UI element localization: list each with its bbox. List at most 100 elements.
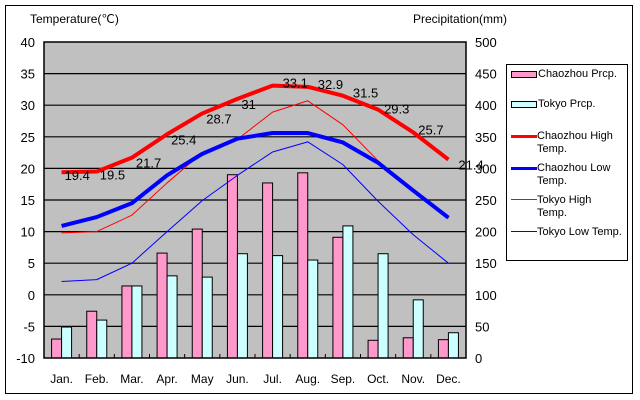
bar-chaozhou-prcp [437, 339, 449, 359]
left-tick-label: 35 [21, 67, 35, 82]
legend-swatch-line [511, 135, 537, 138]
data-label: 32.9 [318, 77, 343, 92]
legend: Chaozhou Prcp. Tokyo Prcp. Chaozhou High T… [506, 64, 628, 261]
month-label: Apr. [156, 372, 177, 386]
left-axis-title: Temperature(℃) [30, 12, 119, 26]
bar-chaozhou-prcp [226, 174, 238, 359]
right-tick-label: 200 [475, 225, 497, 240]
bar-tokyo-prcp [131, 285, 143, 359]
month-label: Oct. [367, 372, 389, 386]
right-tick-label: 500 [475, 35, 497, 50]
data-label: 31.5 [353, 86, 378, 101]
data-label: 21.4 [458, 158, 483, 173]
legend-label: Chaozhou Prcp. [538, 68, 617, 80]
bar-chaozhou-prcp [51, 338, 63, 359]
bar-tokyo-prcp [307, 259, 319, 359]
data-label: 19.5 [100, 168, 125, 183]
bar-chaozhou-prcp [402, 337, 414, 359]
month-label: Sep. [331, 372, 356, 386]
month-label: Jun. [226, 372, 249, 386]
bar-tokyo-prcp [342, 225, 354, 359]
month-label: May [191, 372, 214, 386]
left-tick-label: 15 [21, 193, 35, 208]
data-label: 25.7 [418, 122, 443, 137]
left-tick-label: 0 [28, 288, 35, 303]
right-tick-label: 450 [475, 67, 497, 82]
bar-chaozhou-prcp [332, 236, 344, 359]
right-axis-title: Precipitation(mm) [413, 12, 507, 26]
right-tick-label: 300 [475, 161, 497, 176]
bar-tokyo-prcp [377, 253, 389, 359]
left-tick-label: -5 [23, 319, 35, 334]
legend-swatch-line [511, 231, 537, 232]
right-tick-label: 150 [475, 256, 497, 271]
left-ticks: 40 35 30 25 20 15 10 5 0 -5 -10 [16, 35, 35, 366]
line-tokyo-low-temp [61, 141, 449, 283]
bar-tokyo-prcp [201, 276, 213, 359]
bar-tokyo-prcp [272, 255, 284, 359]
bar-tokyo-prcp [166, 275, 178, 359]
bar-chaozhou-prcp [156, 252, 168, 359]
data-label: 29.3 [384, 102, 409, 117]
bar-tokyo-prcp [61, 326, 73, 359]
legend-swatch-box [511, 101, 537, 108]
month-label: Jul. [263, 372, 282, 386]
right-tick-label: 250 [475, 193, 497, 208]
left-tick-label: -10 [16, 351, 35, 366]
bar-chaozhou-prcp [367, 339, 379, 359]
right-tick-label: 0 [475, 351, 482, 366]
bar-chaozhou-prcp [86, 310, 98, 359]
bar-chaozhou-prcp [191, 228, 203, 359]
legend-swatch-line [511, 199, 537, 200]
data-label: 28.7 [206, 111, 231, 126]
x-ticks [78, 354, 432, 358]
legend-item: Chaozhou Low Temp. [511, 162, 623, 188]
line-chaozhou-low-temp [61, 131, 450, 228]
month-label: Jan. [50, 372, 73, 386]
lines [61, 83, 450, 283]
legend-item: Chaozhou High Temp. [511, 130, 623, 156]
legend-swatch-box [511, 71, 537, 78]
month-label: Mar. [120, 372, 143, 386]
legend-label: Tokyo Prcp. [538, 98, 596, 110]
legend-item: Tokyo High Temp. [511, 194, 623, 220]
bar-tokyo-prcp [96, 319, 108, 359]
month-label: Feb. [85, 372, 109, 386]
legend-label: Tokyo High Temp. [537, 194, 592, 219]
right-tick-label: 50 [475, 319, 489, 334]
bar-chaozhou-prcp [262, 182, 274, 359]
legend-item: Tokyo Low Temp. [511, 226, 623, 239]
legend-item: Chaozhou Prcp. [511, 68, 624, 81]
data-label: 25.4 [171, 132, 196, 147]
month-label: Aug. [295, 372, 320, 386]
left-tick-label: 20 [21, 161, 35, 176]
data-label: 21.7 [136, 156, 161, 171]
bar-tokyo-prcp [412, 299, 424, 359]
legend-label: Tokyo Low Temp. [537, 226, 622, 238]
right-tick-label: 350 [475, 130, 497, 145]
right-tick-label: 100 [475, 288, 497, 303]
left-tick-label: 10 [21, 225, 35, 240]
data-label: 19.4 [65, 168, 90, 183]
bar-chaozhou-prcp [297, 172, 309, 359]
legend-label: Chaozhou Low Temp. [537, 162, 611, 187]
month-label: Nov. [401, 372, 425, 386]
legend-label: Chaozhou High Temp. [537, 130, 613, 155]
legend-item: Tokyo Prcp. [511, 98, 624, 111]
data-labels: 19.4 19.5 21.7 25.4 28.7 31 33.1 32.9 31.5 29.3 25… [65, 76, 484, 184]
left-tick-label: 5 [28, 256, 35, 271]
bar-tokyo-prcp [447, 332, 459, 359]
bar-tokyo-prcp [236, 253, 248, 359]
line-chaozhou-high-temp [61, 83, 450, 175]
left-tick-label: 30 [21, 98, 35, 113]
month-label: Dec. [436, 372, 461, 386]
bar-chaozhou-prcp [121, 285, 133, 359]
month-labels: Jan. Feb. Mar. Apr. May Jun. Jul. Aug. Sep. Oct. N… [50, 372, 461, 386]
left-tick-label: 25 [21, 130, 35, 145]
data-label: 31 [241, 97, 255, 112]
data-label: 33.1 [283, 76, 308, 91]
left-tick-label: 40 [21, 35, 35, 50]
right-tick-label: 400 [475, 98, 497, 113]
